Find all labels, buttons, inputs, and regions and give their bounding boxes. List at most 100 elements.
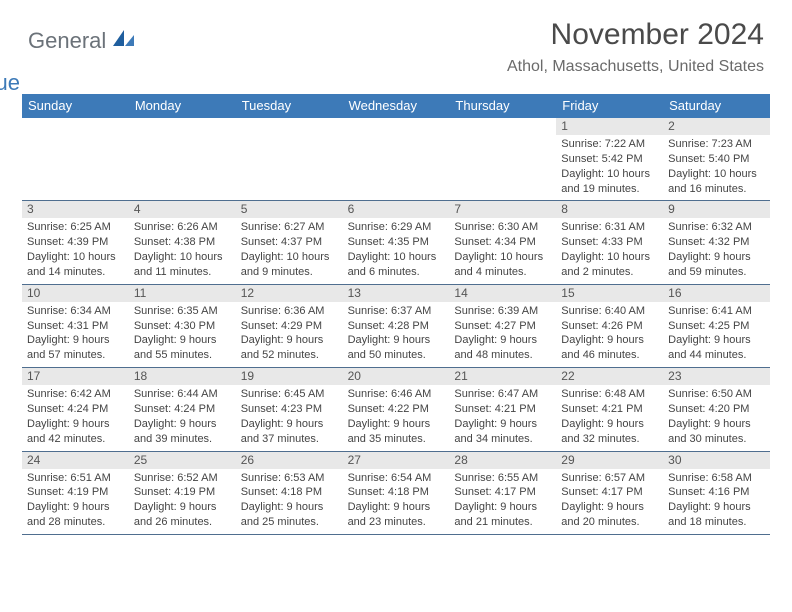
day-daylight1: Daylight: 10 hours (348, 250, 445, 265)
day-number: 2 (663, 118, 770, 135)
day-cell: 10Sunrise: 6:34 AMSunset: 4:31 PMDayligh… (22, 285, 129, 367)
day-sunset: Sunset: 5:42 PM (561, 152, 658, 167)
day-sunset: Sunset: 4:33 PM (561, 235, 658, 250)
day-sunset: Sunset: 4:38 PM (134, 235, 231, 250)
day-daylight1: Daylight: 9 hours (668, 333, 765, 348)
day-cell: 22Sunrise: 6:48 AMSunset: 4:21 PMDayligh… (556, 368, 663, 450)
day-cell: 25 Sunrise: 6:52 AMSunset: 4:19 PMDayligh… (129, 452, 236, 534)
day-number: 26 (236, 452, 343, 469)
day-sunrise: Sunrise: 6:55 AM (454, 471, 551, 486)
day-sunset: Sunset: 4:18 PM (241, 485, 338, 500)
day-number: 6 (343, 201, 450, 218)
day-daylight1: Daylight: 10 hours (134, 250, 231, 265)
day-sunset: Sunset: 4:28 PM (348, 319, 445, 334)
day-daylight1: Daylight: 9 hours (454, 333, 551, 348)
day-number: 7 (449, 201, 556, 218)
day-number: 8 (556, 201, 663, 218)
day-daylight2: and 19 minutes. (561, 182, 658, 197)
day-daylight1: Daylight: 9 hours (668, 250, 765, 265)
day-info: Sunrise: 6:31 AMSunset: 4:33 PMDaylight:… (561, 220, 658, 279)
day-info: Sunrise: 6:29 AMSunset: 4:35 PMDaylight:… (348, 220, 445, 279)
day-sunset: Sunset: 4:34 PM (454, 235, 551, 250)
day-daylight2: and 37 minutes. (241, 432, 338, 447)
weekday-header: Sunday (22, 94, 129, 118)
day-number: 23 (663, 368, 770, 385)
day-info: Sunrise: 6:26 AMSunset: 4:38 PMDaylight:… (134, 220, 231, 279)
day-cell: 13Sunrise: 6:37 AMSunset: 4:28 PMDayligh… (343, 285, 450, 367)
logo: General Blue (28, 28, 135, 80)
header: General Blue November 2024 Athol, Massac… (0, 0, 792, 86)
day-sunset: Sunset: 4:22 PM (348, 402, 445, 417)
weekday-header: Saturday (663, 94, 770, 118)
day-sunset: Sunset: 4:17 PM (454, 485, 551, 500)
day-number: 22 (556, 368, 663, 385)
day-number: 5 (236, 201, 343, 218)
day-number: 11 (129, 285, 236, 302)
day-sunset: Sunset: 4:26 PM (561, 319, 658, 334)
day-sunrise: Sunrise: 6:31 AM (561, 220, 658, 235)
day-daylight1: Daylight: 9 hours (241, 417, 338, 432)
day-cell: 26Sunrise: 6:53 AMSunset: 4:18 PMDayligh… (236, 452, 343, 534)
week-row: 3 Sunrise: 6:25 AMSunset: 4:39 PMDaylight… (22, 201, 770, 284)
day-daylight1: Daylight: 9 hours (241, 333, 338, 348)
day-daylight2: and 4 minutes. (454, 265, 551, 280)
day-sunrise: Sunrise: 6:29 AM (348, 220, 445, 235)
calendar: SundayMondayTuesdayWednesdayThursdayFrid… (22, 94, 770, 535)
day-daylight1: Daylight: 9 hours (454, 417, 551, 432)
day-info: Sunrise: 6:54 AMSunset: 4:18 PMDaylight:… (348, 471, 445, 530)
day-info: Sunrise: 6:34 AMSunset: 4:31 PMDaylight:… (27, 304, 124, 363)
logo-text-blue: Blue (0, 70, 20, 95)
day-daylight2: and 50 minutes. (348, 348, 445, 363)
week-row: 10Sunrise: 6:34 AMSunset: 4:31 PMDayligh… (22, 285, 770, 368)
day-info: Sunrise: 6:25 AMSunset: 4:39 PMDaylight:… (27, 220, 124, 279)
day-info: Sunrise: 6:39 AMSunset: 4:27 PMDaylight:… (454, 304, 551, 363)
day-sunset: Sunset: 4:21 PM (561, 402, 658, 417)
day-number: 12 (236, 285, 343, 302)
day-cell: 16Sunrise: 6:41 AMSunset: 4:25 PMDayligh… (663, 285, 770, 367)
day-number: 9 (663, 201, 770, 218)
month-title: November 2024 (507, 18, 764, 52)
day-sunrise: Sunrise: 6:26 AM (134, 220, 231, 235)
day-info: Sunrise: 6:40 AMSunset: 4:26 PMDaylight:… (561, 304, 658, 363)
day-cell: 18Sunrise: 6:44 AMSunset: 4:24 PMDayligh… (129, 368, 236, 450)
day-sunrise: Sunrise: 6:50 AM (668, 387, 765, 402)
day-cell: 23Sunrise: 6:50 AMSunset: 4:20 PMDayligh… (663, 368, 770, 450)
day-sunset: Sunset: 4:19 PM (134, 485, 231, 500)
weekday-header: Monday (129, 94, 236, 118)
day-daylight1: Daylight: 9 hours (241, 500, 338, 515)
day-daylight2: and 42 minutes. (27, 432, 124, 447)
day-number: 25 (129, 452, 236, 469)
day-info: Sunrise: 6:52 AMSunset: 4:19 PMDaylight:… (134, 471, 231, 530)
day-number: 3 (22, 201, 129, 218)
day-sunset: Sunset: 4:21 PM (454, 402, 551, 417)
day-cell: 11Sunrise: 6:35 AMSunset: 4:30 PMDayligh… (129, 285, 236, 367)
day-daylight2: and 46 minutes. (561, 348, 658, 363)
day-cell: 17Sunrise: 6:42 AMSunset: 4:24 PMDayligh… (22, 368, 129, 450)
day-info: Sunrise: 6:45 AMSunset: 4:23 PMDaylight:… (241, 387, 338, 446)
day-info: Sunrise: 7:23 AMSunset: 5:40 PMDaylight:… (668, 137, 765, 196)
day-cell: 6 Sunrise: 6:29 AMSunset: 4:35 PMDaylight… (343, 201, 450, 283)
day-cell: 27Sunrise: 6:54 AMSunset: 4:18 PMDayligh… (343, 452, 450, 534)
day-daylight1: Daylight: 10 hours (561, 250, 658, 265)
day-sunrise: Sunrise: 6:36 AM (241, 304, 338, 319)
day-cell: 12Sunrise: 6:36 AMSunset: 4:29 PMDayligh… (236, 285, 343, 367)
day-daylight2: and 30 minutes. (668, 432, 765, 447)
day-daylight2: and 39 minutes. (134, 432, 231, 447)
day-number: 29 (556, 452, 663, 469)
day-daylight2: and 6 minutes. (348, 265, 445, 280)
day-number: 1 (556, 118, 663, 135)
day-cell: 2 Sunrise: 7:23 AMSunset: 5:40 PMDaylight… (663, 118, 770, 200)
day-cell: 8 Sunrise: 6:31 AMSunset: 4:33 PMDaylight… (556, 201, 663, 283)
day-daylight2: and 48 minutes. (454, 348, 551, 363)
day-cell: 30Sunrise: 6:58 AMSunset: 4:16 PMDayligh… (663, 452, 770, 534)
day-number: 24 (22, 452, 129, 469)
day-info: Sunrise: 6:32 AMSunset: 4:32 PMDaylight:… (668, 220, 765, 279)
day-sunrise: Sunrise: 6:47 AM (454, 387, 551, 402)
day-daylight1: Daylight: 9 hours (454, 500, 551, 515)
day-daylight1: Daylight: 10 hours (454, 250, 551, 265)
day-number: 21 (449, 368, 556, 385)
day-sunrise: Sunrise: 6:32 AM (668, 220, 765, 235)
day-cell: 15Sunrise: 6:40 AMSunset: 4:26 PMDayligh… (556, 285, 663, 367)
day-daylight1: Daylight: 9 hours (134, 333, 231, 348)
day-cell: 24Sunrise: 6:51 AMSunset: 4:19 PMDayligh… (22, 452, 129, 534)
